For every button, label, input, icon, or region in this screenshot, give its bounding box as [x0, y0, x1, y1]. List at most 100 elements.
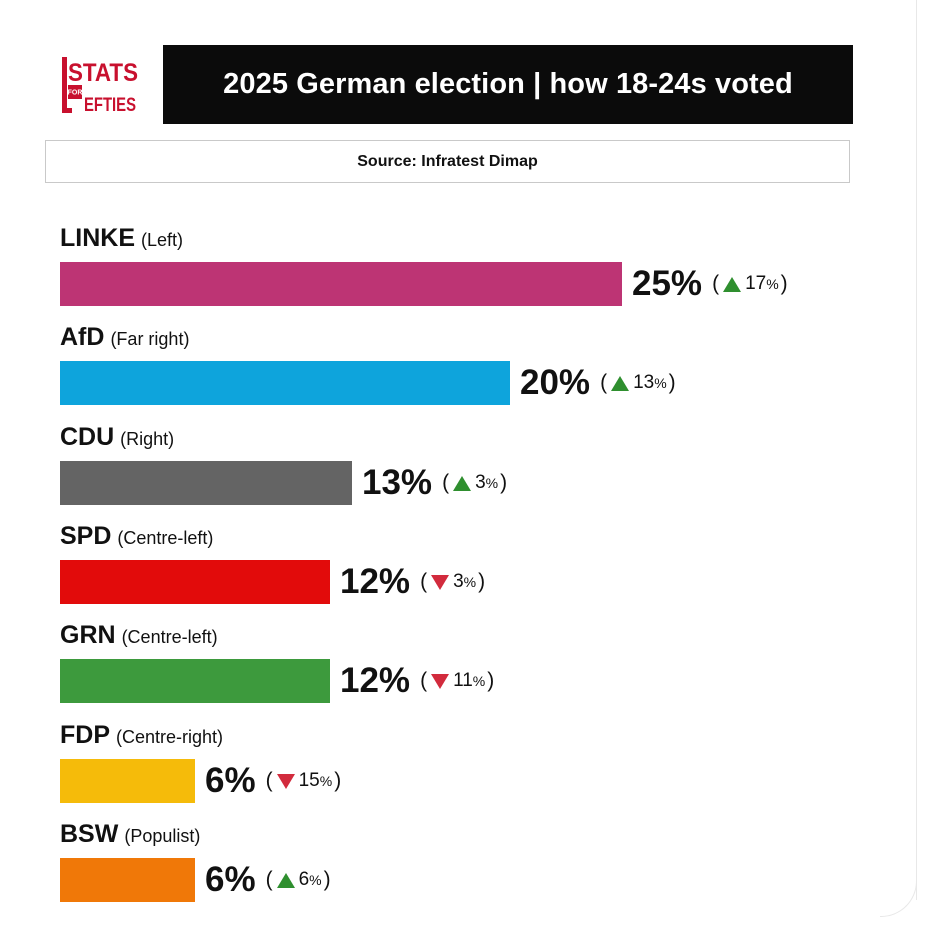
party-row-fdp: FDP (Centre-right) 6% (15%): [60, 719, 920, 809]
value-label-group: 12% (3%): [330, 560, 485, 604]
bar-grn: [60, 659, 330, 703]
party-description: (Centre-left): [117, 528, 214, 548]
change-label: (17%): [712, 272, 788, 296]
bar-linke: [60, 262, 622, 306]
party-row-linke: LINKE (Left) 25% (17%): [60, 222, 920, 312]
party-name: GRN: [60, 621, 116, 649]
paren-open: (: [600, 371, 608, 394]
party-description: (Centre-left): [121, 627, 218, 647]
value-label-group: 12% (11%): [330, 659, 494, 703]
frame-edge: [916, 0, 917, 900]
party-row-grn: GRN (Centre-left) 12% (11%): [60, 619, 920, 709]
paren-open: (: [265, 868, 273, 891]
party-name: AfD: [60, 323, 105, 351]
party-row-bsw: BSW (Populist) 6%(6%): [60, 818, 920, 908]
vote-share-label: 6%: [205, 860, 256, 899]
party-label: LINKE (Left): [60, 222, 183, 254]
vote-share-label: 12%: [340, 562, 411, 601]
party-name: FDP: [60, 721, 110, 749]
change-label: (15%): [266, 769, 342, 793]
vote-share-label: 12%: [340, 661, 411, 700]
party-label: GRN (Centre-left): [60, 619, 218, 651]
paren-open: (: [265, 769, 273, 792]
paren-open: (: [420, 669, 428, 692]
logo-graphic: STATS FOR EFTIES: [62, 57, 138, 115]
bar-spd: [60, 560, 330, 604]
value-label-group: 13% (3%): [352, 461, 507, 505]
down-arrow-icon: [431, 673, 450, 689]
party-row-spd: SPD (Centre-left) 12% (3%): [60, 520, 920, 610]
paren-close: ): [478, 570, 486, 593]
svg-text:FOR: FOR: [68, 90, 83, 97]
change-value: 17: [745, 273, 767, 294]
vote-share-label: 25%: [632, 264, 703, 303]
vote-share-label: 6%: [205, 761, 256, 800]
source-box: Source: Infratest Dimap: [45, 140, 850, 183]
bar-cdu: [60, 461, 352, 505]
paren-close: ): [487, 669, 495, 692]
paren-open: (: [712, 272, 720, 295]
bar-bsw: [60, 858, 195, 902]
party-name: SPD: [60, 522, 112, 550]
party-label: BSW (Populist): [60, 818, 200, 850]
bar-fdp: [60, 759, 195, 803]
change-percent-sign: %: [654, 375, 667, 391]
up-arrow-icon: [276, 872, 295, 888]
change-label: (3%): [442, 471, 507, 495]
party-label: SPD (Centre-left): [60, 520, 213, 552]
bar-afd: [60, 361, 510, 405]
change-percent-sign: %: [309, 872, 322, 888]
change-value: 15: [298, 770, 320, 791]
party-description: (Far right): [110, 329, 190, 349]
change-value: 3: [453, 571, 464, 592]
paren-open: (: [420, 570, 428, 593]
party-name: CDU: [60, 423, 115, 451]
paren-open: (: [442, 471, 450, 494]
down-arrow-icon: [431, 574, 450, 590]
change-percent-sign: %: [485, 475, 499, 491]
up-arrow-icon: [723, 276, 742, 292]
change-value: 13: [633, 372, 655, 393]
change-value: 11: [453, 670, 473, 691]
change-percent-sign: %: [472, 673, 486, 689]
party-label: FDP (Centre-right): [60, 719, 223, 751]
up-arrow-icon: [453, 475, 472, 491]
party-name: BSW: [60, 820, 119, 848]
party-label: AfD (Far right): [60, 321, 189, 353]
paren-close: ): [668, 371, 676, 394]
svg-text:STATS: STATS: [68, 59, 138, 87]
value-label-group: 6%(6%): [195, 858, 331, 902]
party-row-afd: AfD (Far right) 20% (13%): [60, 321, 920, 411]
stats-for-lefties-logo: STATS FOR EFTIES: [62, 57, 142, 115]
party-name: LINKE: [60, 224, 135, 252]
value-label-group: 25% (17%): [622, 262, 788, 306]
down-arrow-icon: [276, 773, 295, 789]
party-description: (Left): [141, 230, 184, 250]
change-percent-sign: %: [319, 773, 333, 789]
svg-text:EFTIES: EFTIES: [84, 95, 136, 115]
value-label-group: 20% (13%): [510, 361, 676, 405]
up-arrow-icon: [611, 375, 630, 391]
change-value: 6: [298, 869, 310, 890]
party-row-cdu: CDU (Right) 13% (3%): [60, 421, 920, 511]
change-value: 3: [475, 472, 486, 493]
change-percent-sign: %: [766, 276, 779, 292]
source-text: Source: Infratest Dimap: [357, 152, 538, 170]
change-label: (13%): [600, 371, 676, 395]
paren-close: ): [323, 868, 331, 891]
change-label: (3%): [420, 570, 485, 594]
party-description: (Centre-right): [116, 727, 224, 747]
paren-close: ): [334, 769, 342, 792]
change-label: (11%): [420, 669, 494, 693]
chart-title-bar: 2025 German election | how 18-24s voted: [163, 45, 853, 124]
value-label-group: 6% (15%): [195, 759, 341, 803]
party-description: (Right): [120, 429, 175, 449]
change-label: (6%): [266, 868, 331, 892]
chart-title: 2025 German election | how 18-24s voted: [223, 68, 793, 100]
party-description: (Populist): [124, 826, 201, 846]
paren-close: ): [500, 471, 508, 494]
vote-share-label: 20%: [520, 363, 591, 402]
party-label: CDU (Right): [60, 421, 174, 453]
change-percent-sign: %: [463, 574, 477, 590]
vote-share-label: 13%: [362, 463, 433, 502]
